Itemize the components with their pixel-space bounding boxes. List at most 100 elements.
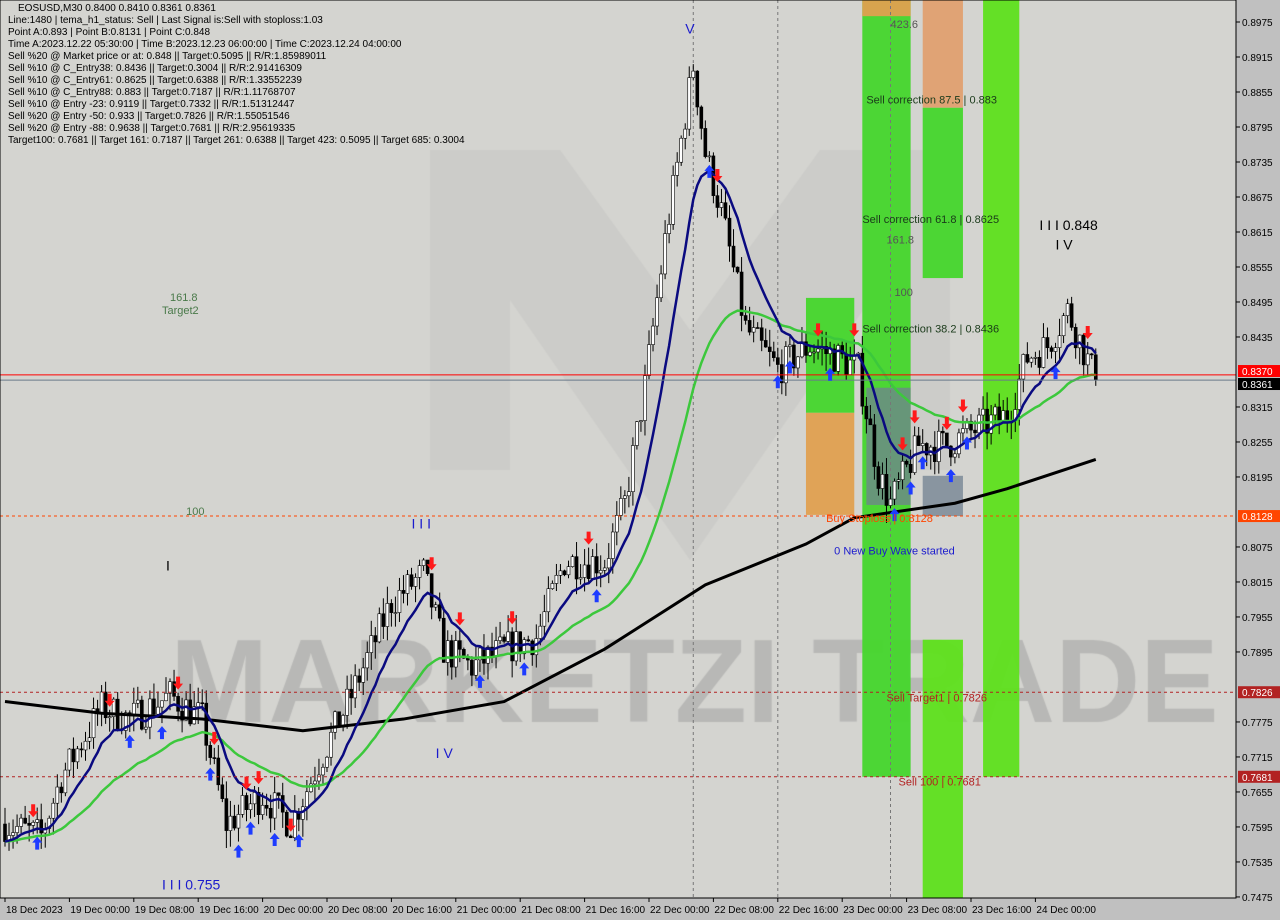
- price-level-label: 0.8370: [1242, 367, 1273, 378]
- y-tick-label: 0.8615: [1242, 228, 1273, 239]
- y-tick-label: 0.8195: [1242, 473, 1273, 484]
- info-line: Sell %20 @ Market price or at: 0.848 || …: [8, 51, 327, 62]
- candle-body: [216, 757, 221, 786]
- candle-body: [144, 726, 148, 730]
- sell-arrow-icon: [241, 776, 252, 790]
- sell-arrow-icon: [897, 437, 908, 451]
- candle-body: [256, 792, 261, 816]
- ma-slow-line: [4, 458, 1097, 733]
- candle-body: [425, 559, 430, 574]
- candle-body: [578, 577, 583, 580]
- y-tick-label: 0.7895: [1242, 648, 1273, 659]
- candle-body: [816, 348, 820, 353]
- candle-body: [15, 826, 19, 833]
- buy-arrow-icon: [32, 836, 43, 850]
- candle-body: [228, 815, 233, 831]
- y-tick-label: 0.8795: [1242, 123, 1273, 134]
- candle-body: [123, 712, 128, 731]
- y-tick-label: 0.7655: [1242, 788, 1273, 799]
- price-level-badge: [1238, 770, 1280, 783]
- price-level-label: 0.8361: [1242, 380, 1273, 391]
- candle-body: [534, 638, 539, 656]
- buy-arrow-icon: [245, 821, 256, 835]
- candle-body: [79, 748, 84, 751]
- candle-body: [981, 408, 985, 416]
- y-tick-label: 0.7715: [1242, 753, 1273, 764]
- candle-body: [538, 625, 543, 639]
- x-tick-label: 24 Dec 00:00: [1036, 905, 1096, 916]
- candle-body: [687, 77, 692, 130]
- candle-body: [160, 700, 164, 708]
- candle-body: [506, 631, 510, 642]
- candle-body: [598, 570, 603, 574]
- axis-background: [0, 898, 1236, 920]
- candle-body: [610, 531, 615, 559]
- candle-body: [486, 646, 490, 664]
- candle-body: [542, 611, 547, 627]
- buy-arrow-icon: [205, 767, 216, 781]
- buy-arrow-icon: [591, 589, 602, 603]
- candle-body: [292, 811, 297, 839]
- x-tick-label: 20 Dec 16:00: [392, 905, 452, 916]
- candle-body: [462, 649, 466, 659]
- chart-annotation: Sell correction 38.2 | 0.8436: [862, 323, 999, 335]
- candle-body: [651, 325, 655, 345]
- candle-body: [321, 766, 325, 776]
- candle-body: [961, 428, 965, 434]
- candle-body: [1065, 303, 1070, 316]
- candle-body: [272, 792, 277, 819]
- candle-body: [1021, 354, 1026, 380]
- candle-body: [373, 635, 378, 643]
- candle-body: [184, 699, 188, 721]
- axis-background: [1236, 0, 1280, 920]
- buy-arrow-icon: [961, 436, 972, 450]
- buy-arrow-icon: [784, 360, 795, 374]
- candle-body: [172, 681, 176, 697]
- candle-body: [458, 640, 462, 650]
- candle-body: [83, 740, 88, 751]
- candle-body: [389, 603, 394, 613]
- candle-body: [683, 128, 688, 139]
- x-tick-label: 20 Dec 08:00: [328, 905, 388, 916]
- sell-arrow-icon: [957, 399, 968, 413]
- chart-annotation: I: [166, 557, 170, 573]
- candle-body: [892, 480, 897, 500]
- candle-body: [453, 640, 458, 668]
- chart-annotation: Sell correction 61.8 | 0.8625: [862, 214, 999, 226]
- candle-body: [743, 315, 748, 321]
- candle-body: [562, 570, 567, 576]
- candle-body: [39, 819, 44, 834]
- buy-arrow-icon: [772, 375, 783, 389]
- buy-arrow-icon: [124, 734, 135, 748]
- candle-body: [719, 202, 724, 208]
- candle-body: [433, 604, 438, 608]
- x-tick-label: 21 Dec 08:00: [521, 905, 581, 916]
- x-tick-label: 22 Dec 16:00: [779, 905, 839, 916]
- candle-body: [1093, 354, 1098, 381]
- candle-body: [478, 647, 482, 661]
- candle-body: [627, 491, 631, 497]
- candle-body: [91, 708, 96, 739]
- candle-body: [260, 804, 265, 816]
- candle-body: [904, 460, 909, 465]
- candle-body: [164, 692, 168, 702]
- candle-body: [643, 375, 647, 421]
- candle-body: [763, 340, 768, 348]
- chart-annotation: Buy Stoploss | 0.8128: [826, 513, 933, 525]
- candle-body: [997, 406, 1001, 422]
- candle-body: [631, 445, 635, 492]
- candle-body: [586, 564, 591, 579]
- candle-body: [377, 613, 382, 643]
- price-level-badge: [1238, 686, 1280, 699]
- sell-arrow-icon: [813, 323, 824, 337]
- x-tick-label: 20 Dec 00:00: [264, 905, 324, 916]
- info-line: Sell %10 @ C_Entry88: 0.883 || Target:0.…: [8, 87, 296, 98]
- candle-body: [498, 636, 502, 641]
- chart-annotation: 100: [895, 287, 913, 299]
- candle-body: [715, 195, 720, 208]
- candle-body: [276, 792, 281, 796]
- info-line: Sell %10 @ C_Entry38: 0.8436 || Target:0…: [8, 63, 302, 74]
- chart-annotation: I V: [1056, 236, 1074, 252]
- candle-body: [639, 420, 643, 423]
